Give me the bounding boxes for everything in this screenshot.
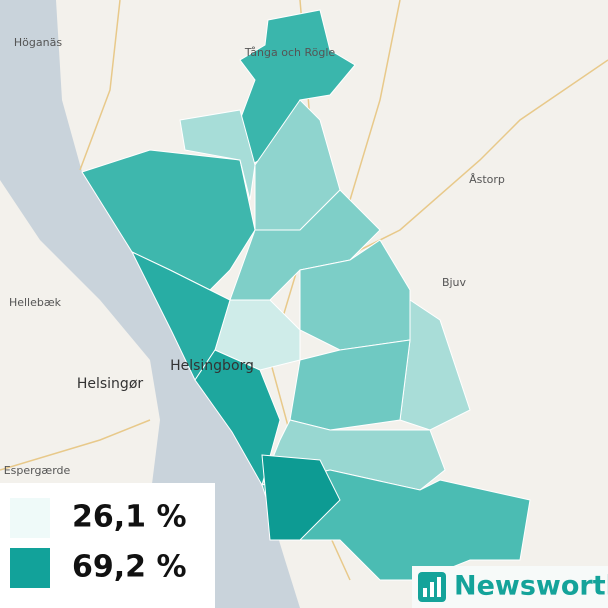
legend-label: 26,1 % bbox=[72, 500, 187, 535]
place-label: Bjuv bbox=[442, 276, 467, 289]
brand-logo bbox=[418, 572, 446, 602]
region bbox=[194, 349, 281, 487]
region bbox=[261, 454, 341, 541]
place-label: Helsingborg bbox=[170, 358, 254, 374]
sea bbox=[0, 0, 300, 608]
place-label: Hellebæk bbox=[9, 296, 62, 309]
region bbox=[130, 250, 231, 382]
place-label: Åstorp bbox=[469, 173, 505, 186]
region bbox=[179, 109, 256, 201]
legend-swatch bbox=[10, 498, 50, 538]
regions bbox=[81, 9, 531, 581]
brand-name: Newsworthy bbox=[454, 571, 608, 602]
place-label: Höganäs bbox=[14, 36, 62, 49]
place-label: Tånga och Rögle bbox=[244, 46, 336, 59]
legend-swatch bbox=[10, 548, 50, 588]
legend-label: 69,2 % bbox=[72, 550, 187, 585]
place-label: Espergærde bbox=[4, 464, 71, 477]
place-label: Helsingør bbox=[77, 376, 144, 392]
